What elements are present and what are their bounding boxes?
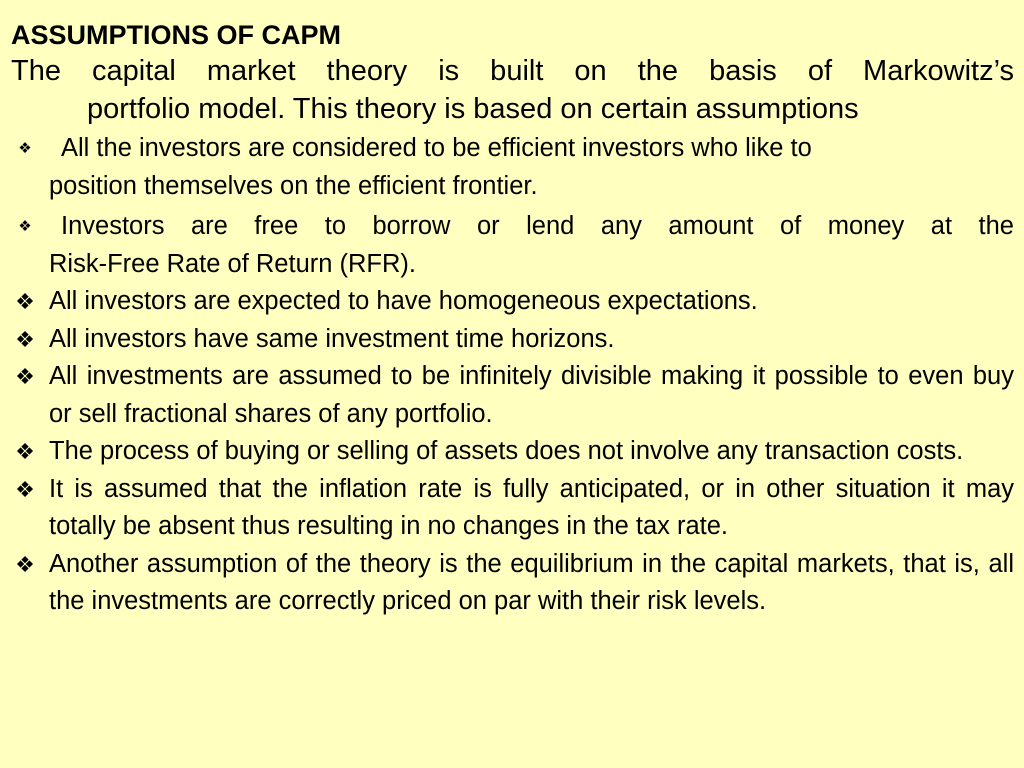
list-item: ❖ It is assumed that the inflation rate … xyxy=(11,471,1014,546)
list-item-text: All investors are expected to have homog… xyxy=(49,287,758,315)
list-item: ❖ All investors are expected to have hom… xyxy=(11,283,1014,321)
diamond-bullet-icon: ❖ xyxy=(15,551,35,577)
slide-title: ASSUMPTIONS OF CAPM xyxy=(11,20,342,50)
intro-line-2: portfolio model. This theory is based on… xyxy=(87,93,859,125)
list-item-line-2: Risk-Free Rate of Return (RFR). xyxy=(49,249,416,278)
list-item: ❖ All the investors are considered to be… xyxy=(11,130,1014,205)
diamond-bullet-icon: ❖ xyxy=(15,439,35,464)
list-item-text: All investments are assumed to be infini… xyxy=(49,362,1014,428)
list-item-text: All investors have same investment time … xyxy=(49,324,615,353)
assumption-list: ❖ All the investors are considered to be… xyxy=(11,130,1014,621)
list-item-line-1: All the investors are considered to be e… xyxy=(61,134,812,162)
list-item-text: It is assumed that the inflation rate is… xyxy=(49,474,1014,541)
list-item: ❖ All investments are assumed to be infi… xyxy=(11,358,1014,433)
list-item-text: The process of buying or selling of asse… xyxy=(49,437,964,465)
list-item-line-1: Investors are free to borrow or lend any… xyxy=(61,212,1014,240)
intro-paragraph: The capital market theory is built on th… xyxy=(11,52,1014,128)
diamond-bullet-icon: ❖ xyxy=(18,140,32,157)
diamond-bullet-icon: ❖ xyxy=(15,364,35,389)
list-item-line-2: position themselves on the efficient fro… xyxy=(49,171,538,200)
list-item: ❖ The process of buying or selling of as… xyxy=(11,433,1014,471)
list-item-text: Another assumption of the theory is the … xyxy=(49,549,1014,616)
list-item: ❖ Another assumption of the theory is th… xyxy=(11,546,1014,621)
diamond-bullet-icon: ❖ xyxy=(15,326,35,352)
diamond-bullet-icon: ❖ xyxy=(18,218,32,235)
list-item: ❖ Investors are free to borrow or lend a… xyxy=(11,208,1014,283)
list-item: ❖ All investors have same investment tim… xyxy=(11,321,1014,359)
diamond-bullet-icon: ❖ xyxy=(15,289,35,314)
intro-line-1: The capital market theory is built on th… xyxy=(11,55,1014,87)
diamond-bullet-icon: ❖ xyxy=(15,476,35,502)
